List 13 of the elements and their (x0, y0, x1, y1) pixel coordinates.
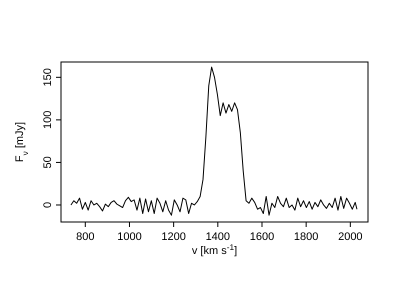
y-tick-label: 100 (42, 110, 54, 130)
x-axis-title: v [km s$^{-1}$] (192, 242, 238, 257)
x-tick-label: 1800 (294, 231, 318, 243)
x-tick-label: 1000 (117, 231, 142, 243)
x-tick-label: 2000 (338, 231, 363, 243)
x-tick-label: 800 (76, 231, 94, 243)
line-series (70, 66, 358, 216)
y-tick-label: 50 (42, 156, 54, 169)
y-tick-label: 150 (42, 68, 54, 86)
y-tick-label: 0 (42, 202, 54, 208)
x-tick-label: 1600 (250, 231, 274, 243)
x-tick-label: 1200 (161, 231, 186, 243)
x-tick-label: 1400 (206, 231, 230, 243)
